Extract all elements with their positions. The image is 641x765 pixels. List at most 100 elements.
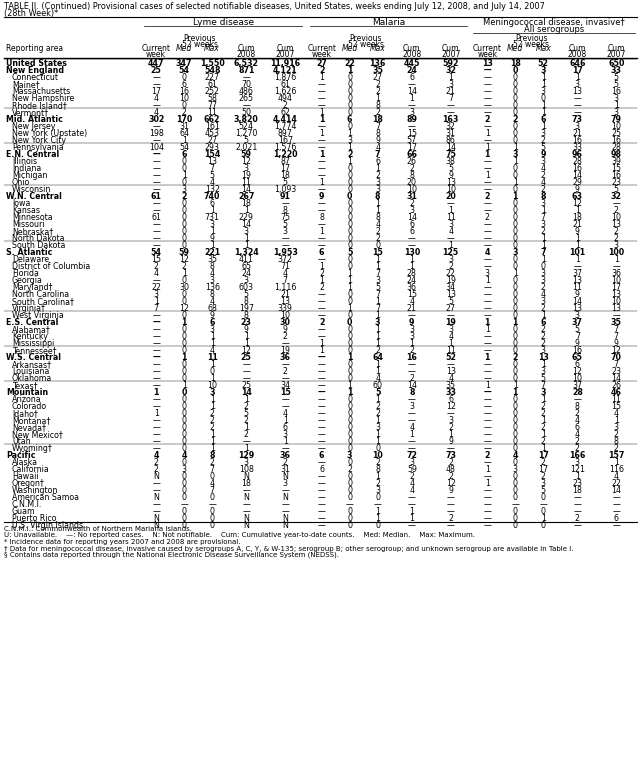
Text: —: — [152,367,160,376]
Text: 64: 64 [372,353,383,362]
Text: 8: 8 [244,311,249,320]
Text: 198: 198 [149,129,163,138]
Text: 5: 5 [614,185,619,194]
Text: 0: 0 [513,262,518,271]
Text: 339: 339 [278,304,293,313]
Text: 11: 11 [445,213,456,222]
Text: —: — [408,360,416,369]
Text: 3: 3 [614,241,619,250]
Text: 3: 3 [410,402,414,411]
Text: 1,220: 1,220 [273,150,297,159]
Text: Meningococcal disease, invasive†: Meningococcal disease, invasive† [483,18,625,27]
Text: Med: Med [342,44,358,53]
Text: 36: 36 [612,269,621,278]
Text: 0: 0 [181,458,187,467]
Text: 0: 0 [347,262,352,271]
Text: 1: 1 [375,325,380,334]
Text: 2: 2 [448,458,453,467]
Text: —: — [345,500,354,509]
Text: —: — [483,514,491,523]
Text: 4: 4 [283,269,288,278]
Text: C.N.M.I.: C.N.M.I. [12,500,42,509]
Text: 0: 0 [513,332,518,341]
Text: —: — [447,101,454,110]
Text: 2: 2 [448,514,453,523]
Text: 2: 2 [541,339,545,348]
Text: 897: 897 [278,129,292,138]
Text: 2: 2 [210,458,215,467]
Text: 3: 3 [410,206,414,215]
Text: —: — [152,171,160,180]
Text: 28: 28 [407,269,417,278]
Text: 3: 3 [448,325,453,334]
Text: —: — [152,311,160,320]
Text: 48: 48 [445,465,456,474]
Text: 1: 1 [375,437,380,446]
Text: 12: 12 [241,157,251,166]
Text: 31: 31 [406,192,417,201]
Text: —: — [281,444,289,453]
Text: 3: 3 [541,220,545,229]
Text: 0: 0 [181,199,187,208]
Text: 1: 1 [181,381,187,390]
Text: 3: 3 [575,311,580,320]
Text: 1: 1 [375,416,380,425]
Text: 0: 0 [347,444,352,453]
Text: 2: 2 [448,262,453,271]
Text: —: — [153,150,160,159]
Text: N: N [153,472,159,481]
Text: 6: 6 [347,115,353,124]
Text: 8: 8 [210,451,215,460]
Text: —: — [408,437,416,446]
Text: 0: 0 [375,444,380,453]
Text: —: — [318,409,326,418]
Text: 4: 4 [210,269,215,278]
Text: 9: 9 [448,486,453,495]
Text: 0: 0 [541,262,545,271]
Text: —: — [483,206,491,215]
Text: —: — [483,472,491,481]
Text: —: — [574,500,581,509]
Text: Florida: Florida [12,269,39,278]
Text: 6: 6 [319,451,324,460]
Text: 13: 13 [612,304,621,313]
Text: —: — [483,164,491,173]
Text: —: — [318,171,326,180]
Text: 0: 0 [181,164,187,173]
Text: 7: 7 [541,381,545,390]
Text: Max: Max [204,44,220,53]
Text: 1: 1 [181,318,187,327]
Text: —: — [408,367,416,376]
Text: 0: 0 [513,395,518,404]
Text: 18: 18 [280,171,290,180]
Text: 0: 0 [347,94,352,103]
Text: 0: 0 [347,402,352,411]
Text: 12: 12 [572,367,583,376]
Text: 14: 14 [572,297,583,306]
Text: 17: 17 [151,87,161,96]
Text: 3: 3 [540,66,546,75]
Text: 0: 0 [210,367,215,376]
Text: 5: 5 [614,80,619,89]
Text: —: — [612,311,620,320]
Text: 1: 1 [410,255,414,264]
Text: 0: 0 [181,220,187,229]
Text: New York City: New York City [12,136,66,145]
Text: 15: 15 [612,164,621,173]
Text: Puerto Rico: Puerto Rico [12,514,56,523]
Text: 0: 0 [181,409,187,418]
Text: 1: 1 [513,157,518,166]
Text: 7: 7 [614,332,619,341]
Text: 1: 1 [153,388,159,397]
Text: 2,021: 2,021 [235,143,258,152]
Text: Montana†: Montana† [12,416,51,425]
Text: 0: 0 [181,339,187,348]
Text: —: — [318,374,326,383]
Text: 0: 0 [347,213,352,222]
Text: Current: Current [307,44,337,53]
Text: 0: 0 [513,101,518,110]
Text: 1: 1 [347,353,353,362]
Text: 0: 0 [347,430,352,439]
Text: 34: 34 [445,283,456,292]
Text: 24: 24 [406,66,417,75]
